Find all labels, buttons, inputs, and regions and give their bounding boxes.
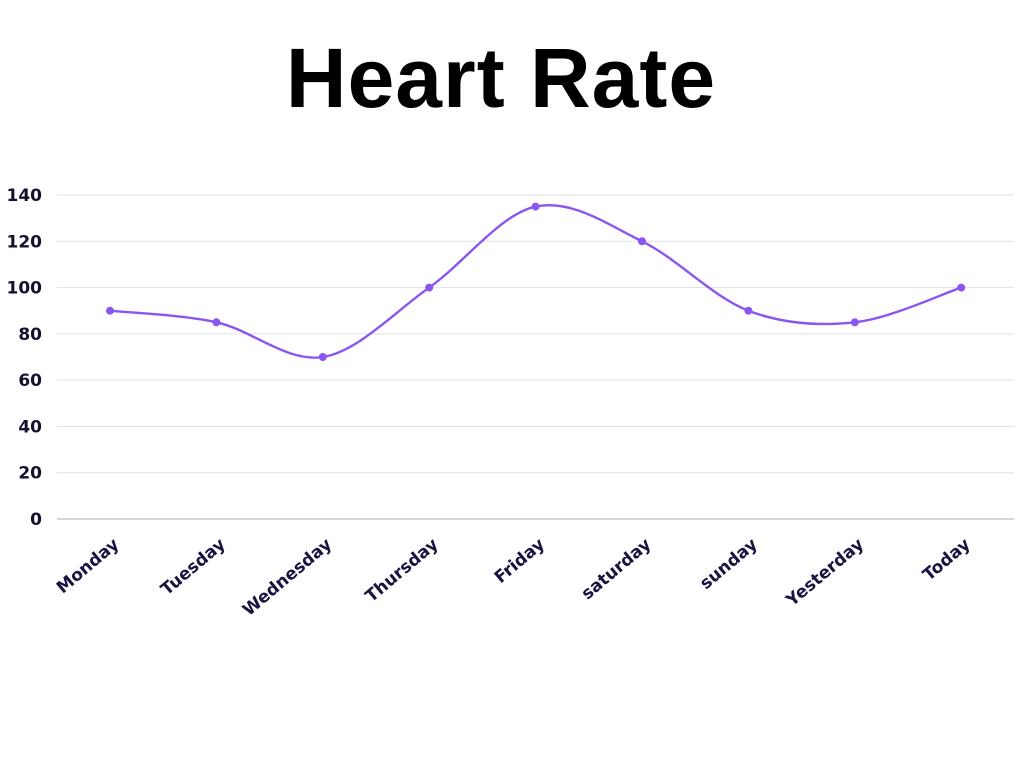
gridlines bbox=[57, 194, 1014, 474]
x-category-label: Friday bbox=[491, 535, 549, 588]
y-tick-label: 100 bbox=[7, 279, 43, 299]
x-category-label: Today bbox=[919, 535, 974, 586]
x-category-label: sunday bbox=[696, 535, 761, 594]
y-axis-tick-labels: 0 20 40 60 80 100 120 140 bbox=[7, 186, 43, 530]
x-axis-category-labels: Monday Tuesday Wednesday Thursday Friday satu… bbox=[53, 535, 974, 621]
y-tick-label: 40 bbox=[18, 417, 42, 437]
x-category-label: saturday bbox=[578, 535, 656, 605]
series-layer bbox=[106, 202, 966, 361]
data-point-yesterday bbox=[850, 318, 859, 327]
x-category-label: Monday bbox=[53, 535, 123, 598]
y-tick-label: 0 bbox=[30, 510, 42, 530]
data-point-saturday bbox=[638, 237, 646, 246]
data-point-sunday bbox=[744, 306, 753, 315]
y-tick-label: 120 bbox=[7, 232, 43, 252]
series-line bbox=[108, 204, 963, 359]
x-category-label: Thursday bbox=[362, 535, 443, 607]
data-point-friday bbox=[531, 202, 540, 211]
data-point-tuesday bbox=[212, 318, 221, 327]
x-category-label: Wednesday bbox=[239, 535, 336, 621]
data-point-wednesday bbox=[318, 353, 327, 361]
x-category-label: Yesterday bbox=[782, 535, 868, 612]
chart-title: Heart Rate bbox=[285, 31, 717, 125]
x-category-label: Tuesday bbox=[157, 535, 229, 600]
y-tick-label: 20 bbox=[18, 464, 42, 484]
data-point-monday bbox=[106, 306, 114, 315]
y-tick-label: 60 bbox=[18, 371, 42, 391]
y-tick-label: 140 bbox=[7, 186, 43, 206]
data-point-thursday bbox=[425, 283, 434, 292]
data-point-today bbox=[957, 283, 966, 292]
y-tick-label: 80 bbox=[18, 325, 42, 345]
